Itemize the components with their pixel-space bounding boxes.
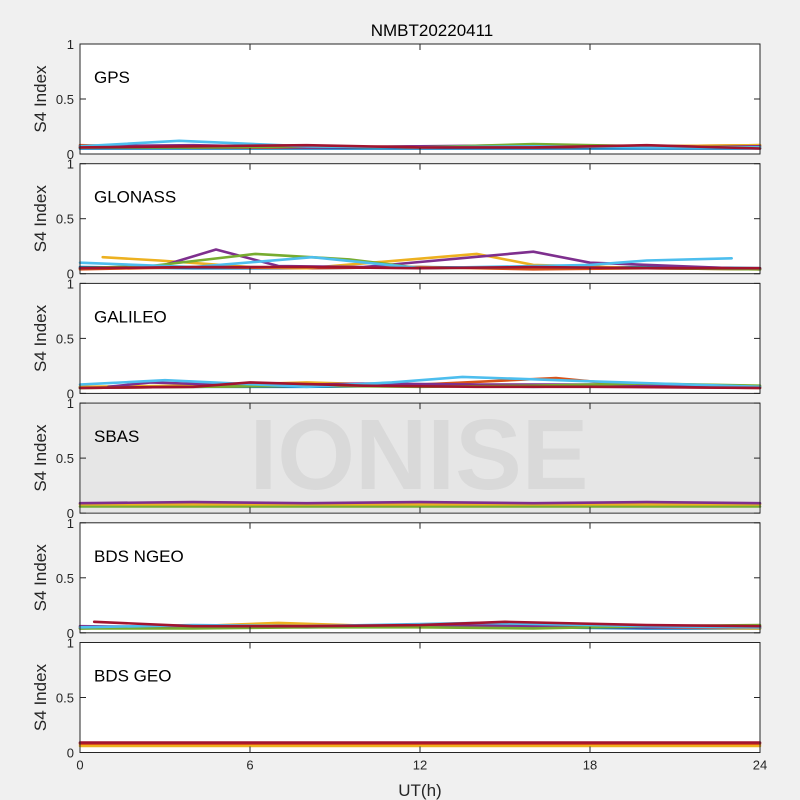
panel-bds-ngeo: 0 0.5 1 S4 Index BDS NGEO [31,516,762,641]
y-tick-label: 0.5 [56,691,74,706]
y-tick-label: 0.5 [56,571,74,586]
x-tick-label: 12 [413,758,427,773]
series-line-7 [78,381,762,390]
figure-title: NMBT20220411 [371,21,494,40]
y-tick-label: 0.5 [56,92,74,107]
y-axis-label: S4 Index [31,424,50,492]
panel-glonass: 0 0.5 1 S4 Index GLONASS [31,157,762,282]
y-tick-label: 0 [67,386,74,401]
y-tick-label: 0 [67,147,74,162]
y-axis-label: S4 Index [31,65,50,133]
panel-label: BDS NGEO [94,547,184,566]
series-line-3 [78,500,762,505]
series-line-7 [78,143,762,150]
panel-sbas: IONISE 0 0.5 1 S4 Index SBAS [31,396,762,521]
y-axis-label: S4 Index [31,304,50,372]
plot-area [80,163,760,274]
x-tick-label: 24 [753,758,767,773]
watermark-text: IONISE [250,399,589,511]
panel-gps: 0 0.5 1 S4 Index GPS [31,37,762,162]
y-tick-label: 0 [67,626,74,641]
panel-galileo: 0 0.5 1 S4 Index GALILEO [31,276,762,401]
y-axis-label: S4 Index [31,185,50,253]
watermark-band [81,404,759,513]
y-axis-label: S4 Index [31,544,50,612]
y-tick-label: 1 [67,396,74,411]
y-tick-label: 1 [67,276,74,291]
y-tick-label: 1 [67,636,74,651]
y-tick-label: 0.5 [56,212,74,227]
series-line-6 [78,375,762,389]
y-tick-label: 0 [67,506,74,521]
x-tick-label: 0 [76,758,83,773]
y-tick-label: 0 [67,746,74,761]
y-axis-label: S4 Index [31,663,50,731]
series-line-7 [92,620,762,628]
y-tick-label: 1 [67,37,74,52]
panels: 0 0.5 1 S4 Index GPS 0 0.5 1 S4 Index GLONASS 0 0.5… [31,37,767,773]
panel-label: GLONASS [94,188,176,207]
panel-label: BDS GEO [94,667,171,686]
plot-area [80,283,760,394]
x-axis-label: UT(h) [398,781,441,800]
y-tick-label: 1 [67,157,74,172]
y-tick-label: 0 [67,267,74,282]
plot-area [80,522,760,633]
y-tick-label: 1 [67,516,74,531]
x-tick-label: 18 [583,758,597,773]
plot-area [80,44,760,154]
y-tick-label: 0.5 [56,451,74,466]
panel-label: GALILEO [94,307,167,326]
panel-label: GPS [94,68,130,87]
y-tick-label: 0.5 [56,331,74,346]
panel-label: SBAS [94,427,139,446]
panel-bds-geo: 0 6 12 18 24 0 0.5 1 S4 Index BDS GEO [31,636,767,773]
plot-area [80,642,760,753]
x-tick-label: 6 [246,758,253,773]
